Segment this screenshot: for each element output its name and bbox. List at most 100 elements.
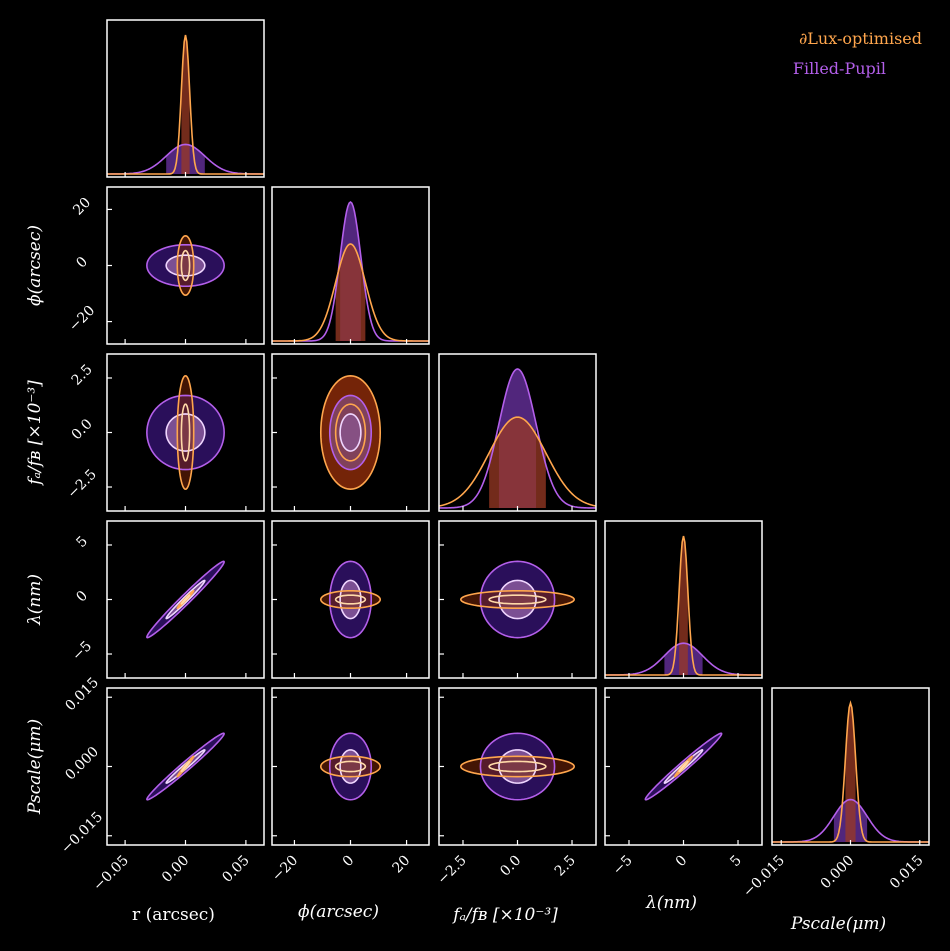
filled-pupil-2sigma-contour bbox=[146, 732, 225, 801]
x-axis-label-r: r (arcsec) bbox=[132, 905, 215, 925]
x-tick-label-lambda: −5 bbox=[610, 853, 636, 879]
dlux-1sigma-band bbox=[845, 703, 856, 842]
filled-pupil-1sigma-contour bbox=[165, 749, 206, 784]
line-layer bbox=[107, 34, 929, 843]
x-tick-label-pscale: 0.015 bbox=[887, 853, 927, 893]
y-tick-label-pscale: −0.015 bbox=[58, 809, 106, 857]
dlux-1sigma-contour bbox=[334, 594, 367, 605]
x-tick-label-fratio: −2.5 bbox=[434, 853, 469, 888]
filled-pupil-1sigma-fill bbox=[340, 413, 361, 452]
filled-pupil-1sigma-contour bbox=[165, 254, 206, 277]
filled-pupil-1sigma-contour bbox=[498, 749, 537, 784]
filled-pupil-1sigma-contour bbox=[339, 579, 362, 620]
dlux-marginal-curve bbox=[107, 34, 264, 175]
panel-marginal-phi bbox=[272, 200, 429, 342]
dlux-2sigma-fill bbox=[320, 590, 381, 609]
x-axis-label-pscale: Pscale(μm) bbox=[790, 914, 886, 934]
y-axis-label-phi: ϕ(arcsec) bbox=[25, 225, 45, 306]
dlux-2sigma-contour bbox=[319, 375, 382, 490]
legend-entry-dlux: ∂Lux-optimised bbox=[799, 29, 922, 48]
filled-pupil-2sigma-contour bbox=[328, 732, 373, 801]
filled-pupil-1sigma-contour bbox=[498, 579, 537, 620]
filled-pupil-2sigma-contour bbox=[146, 560, 225, 639]
x-tick-label-phi: 20 bbox=[389, 853, 413, 877]
dlux-1sigma-band bbox=[335, 243, 366, 341]
filled-pupil-marginal-curve bbox=[439, 368, 596, 509]
dlux-1sigma-band bbox=[489, 417, 546, 508]
y-tick-label-fratio: −2.5 bbox=[64, 467, 99, 502]
x-tick-label-fratio: 2.5 bbox=[552, 853, 579, 880]
x-axis-label-fratio: fₐ/fʙ [×10⁻³] bbox=[451, 905, 558, 925]
dlux-2sigma-contour bbox=[176, 374, 195, 491]
panel-phi-vs-r bbox=[146, 234, 225, 297]
dlux-2sigma-contour bbox=[319, 755, 382, 778]
filled-pupil-2sigma-contour bbox=[146, 394, 225, 471]
x-tick-label-r: 0.05 bbox=[219, 853, 252, 886]
filled-pupil-2sigma-contour bbox=[146, 243, 225, 288]
filled-pupil-1sigma-contour bbox=[663, 749, 704, 784]
fill-layer bbox=[146, 234, 723, 801]
y-tick-label-phi: −20 bbox=[66, 303, 98, 335]
dlux-marginal-curve bbox=[772, 700, 929, 843]
x-tick-label-pscale: 0.000 bbox=[818, 853, 858, 893]
panel-marginal-lambda bbox=[605, 535, 762, 676]
panel-pscale-vs-lambda bbox=[644, 732, 723, 801]
y-axis-label-lambda: λ(nm) bbox=[25, 574, 45, 626]
dlux-2sigma-fill bbox=[460, 590, 575, 609]
panel-lambda-vs-phi bbox=[319, 560, 382, 639]
panel-marginal-r bbox=[107, 34, 264, 175]
filled-pupil-2sigma-contour bbox=[328, 560, 373, 639]
filled-pupil-2sigma-contour bbox=[479, 732, 556, 801]
dlux-2sigma-contour bbox=[459, 589, 576, 610]
filled-pupil-2sigma-contour bbox=[644, 732, 723, 801]
x-tick-label-lambda: 0 bbox=[673, 853, 691, 871]
dlux-2sigma-fill bbox=[177, 375, 194, 490]
panel-marginal-fratio bbox=[439, 368, 596, 509]
y-tick-label-lambda: −5 bbox=[69, 638, 95, 664]
y-tick-label-pscale: 0.000 bbox=[62, 744, 102, 784]
x-axis-label-lambda: λ(nm) bbox=[645, 893, 697, 913]
label-layer: r (arcsec) ϕ(arcsec) fₐ/fʙ [×10⁻³] λ(nm) Psc… bbox=[25, 225, 886, 934]
filled-pupil-2sigma-contour bbox=[479, 560, 556, 639]
filled-pupil-1sigma-contour bbox=[165, 579, 206, 620]
x-tick-label-r: −0.05 bbox=[90, 853, 132, 895]
legend: ∂Lux-optimised Filled-Pupil bbox=[793, 29, 922, 78]
dlux-1sigma-band bbox=[679, 536, 688, 675]
dlux-2sigma-fill bbox=[460, 756, 575, 777]
panel-fratio-vs-phi bbox=[319, 375, 382, 490]
dlux-1sigma-contour bbox=[180, 249, 191, 282]
dlux-1sigma-contour bbox=[334, 403, 367, 462]
dlux-marginal-curve bbox=[439, 416, 596, 507]
y-axis-label-pscale: Pscale(μm) bbox=[25, 719, 45, 815]
dlux-2sigma-contour bbox=[176, 234, 195, 297]
panel-pscale-vs-fratio bbox=[459, 732, 576, 801]
dlux-1sigma-contour bbox=[678, 760, 689, 773]
filled-pupil-1sigma-contour bbox=[339, 749, 362, 784]
dlux-1sigma-band bbox=[181, 35, 190, 174]
dlux-2sigma-fill bbox=[320, 756, 381, 777]
y-tick-label-fratio: 0.0 bbox=[69, 416, 96, 443]
dlux-2sigma-fill bbox=[177, 235, 194, 296]
dlux-1sigma-contour bbox=[334, 760, 367, 773]
panel-marginal-pscale bbox=[772, 700, 929, 843]
panel-pscale-vs-phi bbox=[319, 732, 382, 801]
x-tick-label-phi: −20 bbox=[269, 853, 301, 885]
dlux-marginal-curve bbox=[272, 243, 429, 342]
legend-entry-filled-pupil: Filled-Pupil bbox=[793, 59, 886, 78]
dlux-2sigma-contour bbox=[459, 755, 576, 778]
dlux-marginal-curve bbox=[605, 535, 762, 676]
dlux-1sigma-contour bbox=[180, 594, 191, 605]
y-tick-label-lambda: 5 bbox=[73, 533, 91, 551]
y-tick-label-phi: 20 bbox=[70, 195, 94, 219]
x-tick-label-r: 0.00 bbox=[159, 853, 192, 886]
y-tick-label-pscale: 0.015 bbox=[62, 675, 102, 715]
filled-pupil-2sigma-contour bbox=[328, 394, 373, 471]
x-tick-label-phi: 0 bbox=[340, 853, 358, 871]
y-tick-label-fratio: 2.5 bbox=[69, 362, 96, 389]
dlux-1sigma-contour bbox=[180, 760, 191, 773]
y-tick-label-phi: 0 bbox=[73, 254, 91, 272]
y-axis-label-fratio: fₐ/fʙ [×10⁻³] bbox=[25, 380, 45, 487]
x-axis-label-phi: ϕ(arcsec) bbox=[298, 902, 379, 922]
panel-lambda-vs-fratio bbox=[459, 560, 576, 639]
